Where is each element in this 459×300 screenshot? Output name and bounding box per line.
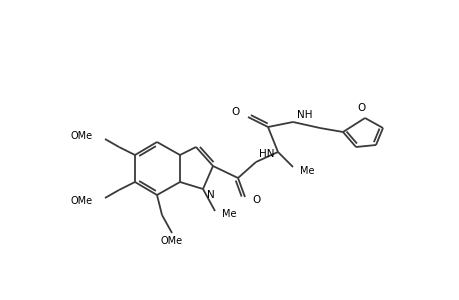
Text: OMe: OMe: [161, 236, 183, 246]
Text: O: O: [252, 195, 260, 205]
Text: Me: Me: [222, 209, 236, 219]
Text: HN: HN: [258, 149, 274, 159]
Text: O: O: [357, 103, 365, 113]
Text: OMe: OMe: [71, 131, 93, 141]
Text: NH: NH: [297, 110, 312, 120]
Text: N: N: [207, 190, 214, 200]
Text: OMe: OMe: [71, 196, 93, 206]
Text: O: O: [231, 107, 240, 117]
Text: Me: Me: [299, 166, 314, 176]
